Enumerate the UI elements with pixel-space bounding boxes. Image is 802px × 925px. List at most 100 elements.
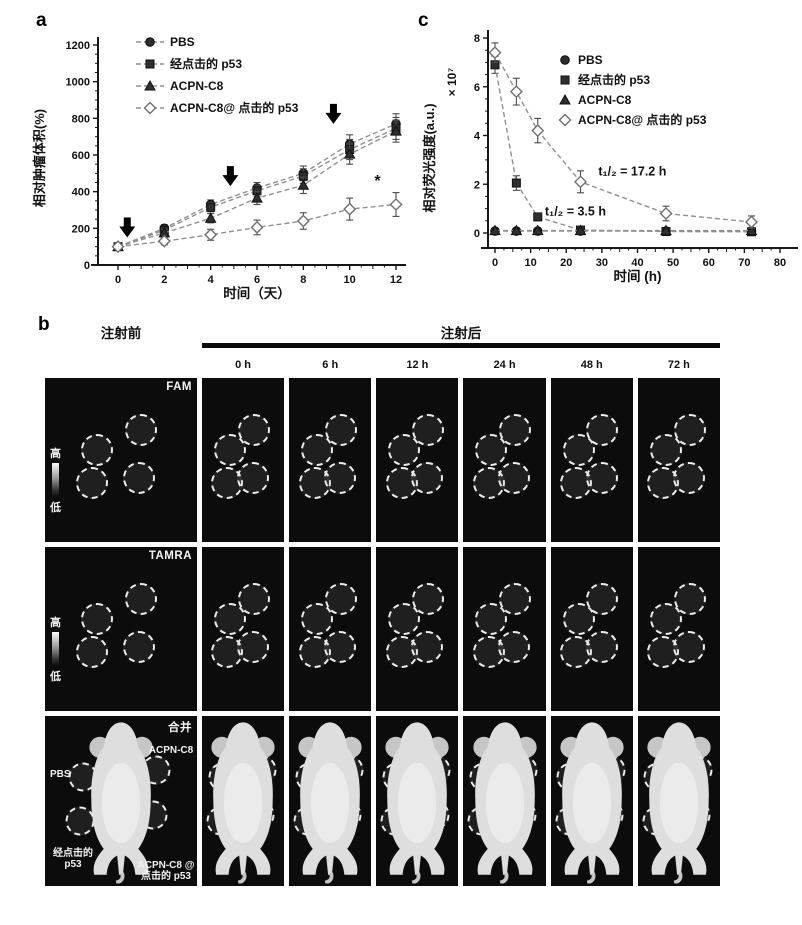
imaging-cell-fluorescence-pre: TAMRA 高低 xyxy=(45,547,197,711)
roi-circle xyxy=(585,462,618,495)
x-axis-label: 时间（天） xyxy=(223,285,291,301)
x-axis-label: 时间 (h) xyxy=(614,268,662,284)
x-tick-label: 30 xyxy=(596,257,608,269)
scale-low-label: 低 xyxy=(50,671,61,684)
marker-diamond xyxy=(343,202,357,216)
marker-diamond xyxy=(509,85,523,99)
legend-entry: ACPN-C8@ 点击的 p53 xyxy=(170,100,299,115)
imaging-cell-merge-post3 xyxy=(376,716,459,886)
roi-circle xyxy=(237,583,270,616)
roi-circle xyxy=(672,631,705,664)
marker-triangle xyxy=(144,79,156,91)
pre-injection-label: 注射前 xyxy=(100,326,142,341)
x-tick-label: 4 xyxy=(208,274,215,286)
timepoint-spacer xyxy=(45,356,197,376)
marker-square xyxy=(145,59,155,69)
x-tick-label: 12 xyxy=(390,274,402,286)
scale-gradient-bar xyxy=(52,463,59,498)
half-life-annotation: t₁/₂ = 17.2 h xyxy=(598,165,666,179)
roi-circle xyxy=(80,603,113,636)
roi-circle xyxy=(411,462,444,495)
marker-square xyxy=(511,178,521,188)
mouse-image xyxy=(551,719,633,884)
x-tick-label: 70 xyxy=(738,257,750,269)
x-tick-label: 10 xyxy=(344,274,356,286)
imaging-cell-fluorescence-post5 xyxy=(550,547,633,711)
fluorescence-decay-chart: 0 10 20 30 40 50 60 70 80 0 2 4 6 8 时间 (h) 相对荧光强度(a.u.)… xyxy=(422,30,798,284)
y-tick-label: 6 xyxy=(474,82,480,94)
timepoint-label: 24 h xyxy=(493,359,516,371)
treatment-label-pbs: PBS xyxy=(50,768,71,780)
marker-triangle xyxy=(745,224,758,236)
y-tick-label: 1000 xyxy=(66,77,90,89)
series-line xyxy=(494,52,752,223)
mouse-image xyxy=(376,719,458,884)
roi-circle xyxy=(411,631,444,664)
marker-triangle xyxy=(531,224,544,236)
marker-triangle xyxy=(251,192,263,203)
significance-asterisk: * xyxy=(374,173,381,190)
roi-circle xyxy=(586,583,619,616)
marker-circle xyxy=(145,37,155,47)
imaging-cell-merge-post2 xyxy=(289,716,372,886)
x-tick-label: 50 xyxy=(667,257,679,269)
roi-circle xyxy=(388,434,421,467)
marker-diamond xyxy=(157,234,171,248)
imaging-cell-fluorescence-post2 xyxy=(289,547,372,711)
y-tick-label: 600 xyxy=(72,150,90,162)
y-tick-label: 400 xyxy=(72,187,90,199)
injection-arrow-icon xyxy=(222,166,239,187)
legend-entry: ACPN-C8@ 点击的 p53 xyxy=(578,112,707,127)
x-tick-label: 20 xyxy=(560,257,572,269)
marker-triangle xyxy=(510,224,523,236)
x-tick-label: 6 xyxy=(254,274,260,286)
roi-circle xyxy=(80,434,113,467)
marker-triangle xyxy=(297,179,310,190)
x-tick-label: 0 xyxy=(492,257,498,269)
intensity-scale: 高低 xyxy=(50,445,61,515)
marker-diamond xyxy=(296,214,310,228)
y-tick-label: 0 xyxy=(84,260,90,272)
marker-triangle xyxy=(489,224,501,236)
legend-entry: 经点击的 p53 xyxy=(578,72,650,87)
scale-gradient-bar xyxy=(52,632,59,667)
legend-entry: 经点击的 p53 xyxy=(170,56,242,71)
imaging-cell-fluorescence-post4 xyxy=(463,378,546,542)
roi-circle xyxy=(123,631,156,664)
roi-circle xyxy=(499,583,532,616)
marker-square xyxy=(560,75,570,85)
merge-label: 合并 xyxy=(168,722,192,734)
panel-b-label: b xyxy=(38,314,50,335)
imaging-cell-fluorescence-post2 xyxy=(289,378,372,542)
roi-circle xyxy=(673,414,706,447)
treatment-label-acpn-c8: ACPN-C8 xyxy=(148,744,194,756)
x-tick-label: 10 xyxy=(525,257,537,269)
y-axis-label: 相对荧光强度(a.u.) xyxy=(422,103,437,212)
treatment-label-clicked-p53: 经点击的 p53 xyxy=(53,847,93,871)
roi-circle xyxy=(324,462,357,495)
intensity-scale: 高低 xyxy=(50,614,61,684)
roi-circle xyxy=(412,414,445,447)
injection-arrow-icon xyxy=(325,103,342,124)
x-tick-label: 40 xyxy=(631,257,643,269)
roi-circle xyxy=(123,462,156,495)
x-tick-label: 60 xyxy=(703,257,715,269)
roi-circle xyxy=(412,583,445,616)
imaging-cell-merge-post5 xyxy=(550,716,633,886)
timepoint-label: 0 h xyxy=(235,359,252,371)
marker-triangle xyxy=(559,93,571,105)
imaging-cell-fluorescence-post4 xyxy=(463,547,546,711)
timepoint-label: 72 h xyxy=(667,359,690,371)
roi-circle xyxy=(236,631,269,664)
marker-diamond xyxy=(250,220,264,234)
marker-diamond xyxy=(204,228,218,242)
scale-low-label: 低 xyxy=(50,502,61,515)
roi-circle xyxy=(236,462,269,495)
panel-c-label: c xyxy=(418,10,429,31)
imaging-cell-merge-pre: 合并 PBS ACPN-C8 经点击的 p53 ACPN-C8 @ 点击的 p53 xyxy=(45,716,197,886)
roi-circle xyxy=(76,466,109,499)
imaging-cell-fluorescence-post1 xyxy=(202,378,285,542)
roi-circle xyxy=(324,414,357,447)
injection-arrow-icon xyxy=(119,217,136,238)
